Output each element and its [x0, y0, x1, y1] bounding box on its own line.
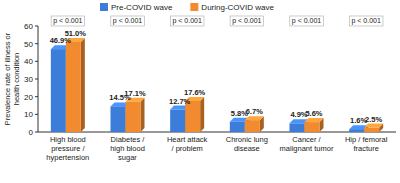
data-label: 6.7% [246, 107, 263, 116]
p-value-box [111, 16, 144, 26]
p-value: p < 0.001 [292, 17, 321, 25]
bar [245, 116, 264, 132]
x-tick-label: Diabetes /high bloodsugar [110, 135, 145, 162]
legend-label: Pre-COVID wave [111, 3, 173, 12]
y-tick [35, 79, 38, 80]
p-value: p < 0.001 [232, 17, 261, 25]
bar-front [245, 120, 260, 132]
bar-front [111, 106, 126, 132]
y-tick-label: 10 [24, 110, 33, 119]
x-tick-label: Heart attack/ problem [167, 135, 208, 153]
legend-label: During-COVID wave [201, 3, 274, 12]
bar-front [305, 122, 320, 132]
p-value-box [230, 16, 263, 26]
p-value-box [51, 16, 84, 26]
data-label: 51.0% [65, 29, 87, 38]
y-tick [35, 132, 38, 133]
y-tick-label: 20 [24, 93, 33, 102]
data-label: 12.7% [169, 97, 191, 106]
data-label: 2.5% [365, 115, 382, 124]
x-tick-label: High bloodpressure /hypertension [46, 135, 89, 162]
bar-front [170, 110, 185, 132]
legend: Pre-COVID wave During-COVID wave [100, 3, 274, 12]
p-value: p < 0.001 [172, 17, 201, 25]
y-tick-label: 60 [24, 22, 33, 31]
y-tick-label: 40 [24, 57, 33, 66]
labels: 46.9%51.0%14.5%17.1%12.7%17.6%5.8%6.7%4.… [50, 29, 383, 125]
x-tick-label: Hip / femoralfracture [345, 135, 388, 153]
y-tick-label: 0 [29, 128, 34, 137]
p-value-box [290, 16, 323, 26]
bar-side [200, 97, 204, 132]
y-tick [35, 61, 38, 62]
x-axis [38, 132, 396, 133]
bars [51, 38, 383, 132]
bar-side [81, 38, 85, 132]
bar-front [51, 49, 66, 132]
bar-front [290, 123, 305, 132]
bar-front [66, 42, 81, 132]
data-label: 17.6% [184, 88, 206, 97]
p-value-box [349, 16, 382, 26]
data-label: 17.1% [124, 89, 146, 98]
p-value-box [170, 16, 203, 26]
y-axis-label: Prevalence rate of illness orhealth cond… [3, 32, 21, 125]
y-tick [35, 26, 38, 27]
bar-front [126, 102, 141, 132]
bar [305, 118, 324, 132]
bar-side [141, 98, 145, 132]
x-tick-label: Cancer /malignant tumor [280, 135, 334, 153]
y-tick-label: 50 [24, 40, 33, 49]
bar-front [230, 122, 245, 132]
legend-swatch [100, 3, 108, 11]
p-value: p < 0.001 [351, 17, 380, 25]
bar-front [364, 128, 379, 132]
legend-swatch [190, 3, 198, 11]
p-value: p < 0.001 [113, 17, 142, 25]
y-tick [35, 114, 38, 115]
chart: 0 10 20 30 40 50 60Prevalence rate of illness … [0, 0, 400, 183]
bar-front [349, 129, 364, 132]
x-tick-label: Chronic lungdisease [226, 135, 268, 153]
y-tick [35, 96, 38, 97]
bar [66, 38, 85, 132]
bar [126, 98, 145, 132]
y-tick-label: 30 [24, 75, 33, 84]
y-tick [35, 43, 38, 44]
p-value: p < 0.001 [53, 17, 82, 25]
data-label: 5.6% [305, 109, 322, 118]
